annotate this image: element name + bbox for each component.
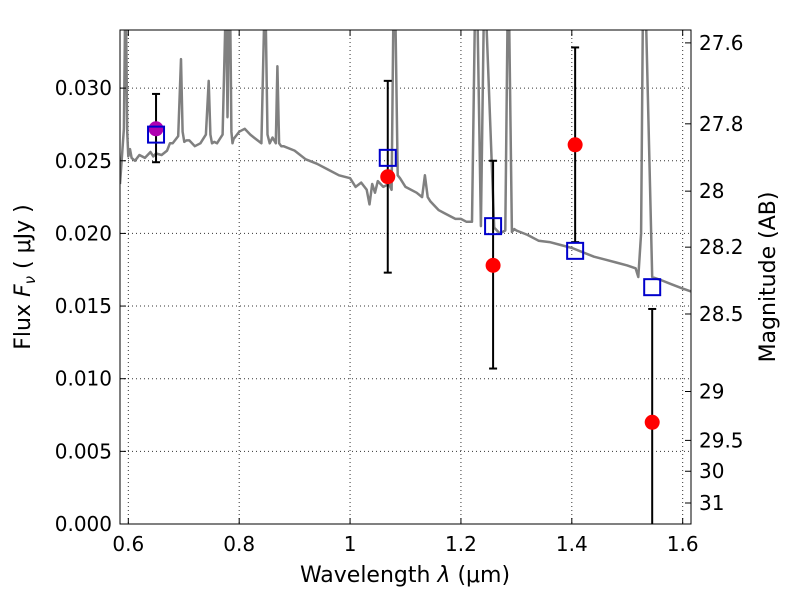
x-axis-label: Wavelength λ (μm) [300, 563, 510, 588]
y-tick-label: 0.005 [55, 439, 112, 463]
y-axis-right-label: Magnitude (AB) [756, 192, 781, 363]
plot-series [120, 30, 691, 524]
plot-background [120, 30, 691, 524]
y-axis-label: Flux Fν ( μJy ) [11, 204, 39, 349]
model-point [147, 125, 166, 144]
model-point [566, 241, 585, 260]
mag-tick-label: 31 [699, 491, 724, 515]
mag-tick-label: 29 [699, 379, 724, 403]
y-tick-label: 0.030 [55, 76, 112, 100]
x-tick-label: 1.4 [556, 532, 588, 556]
observed-point [485, 257, 501, 273]
x-tick-label: 0.8 [223, 532, 255, 556]
mag-tick-label: 28.2 [699, 235, 744, 259]
y-tick-label: 0.010 [55, 367, 112, 391]
plot-frame [119, 29, 692, 525]
y-tick-label: 0.020 [55, 221, 112, 245]
x-tick-label: 1 [344, 532, 357, 556]
observed-point [567, 137, 583, 153]
x-tick-label: 0.6 [112, 532, 144, 556]
model-point [484, 217, 503, 236]
observed-point [644, 414, 660, 430]
x-tick-label: 1.2 [445, 532, 477, 556]
y-tick-label: 0.025 [55, 149, 112, 173]
model-point [643, 278, 662, 297]
mag-tick-label: 29.5 [699, 428, 744, 452]
axis-ticks: 0.6 0.8 1 1.2 1.4 1.6 0.000 0.005 0.010 0.015 0.02… [55, 30, 744, 556]
y-tick-label: 0.000 [55, 512, 112, 536]
observed-point [380, 169, 396, 185]
model-point [378, 148, 397, 167]
mag-tick-label: 30 [699, 459, 724, 483]
observed-point [148, 121, 164, 137]
mag-tick-label: 27.6 [699, 31, 744, 55]
mag-tick-label: 27.8 [699, 112, 744, 136]
mag-tick-label: 28 [699, 179, 724, 203]
x-tick-label: 1.6 [667, 532, 699, 556]
mag-tick-label: 28.5 [699, 302, 744, 326]
y-tick-label: 0.015 [55, 294, 112, 318]
model-spectrum-line [120, 30, 691, 293]
